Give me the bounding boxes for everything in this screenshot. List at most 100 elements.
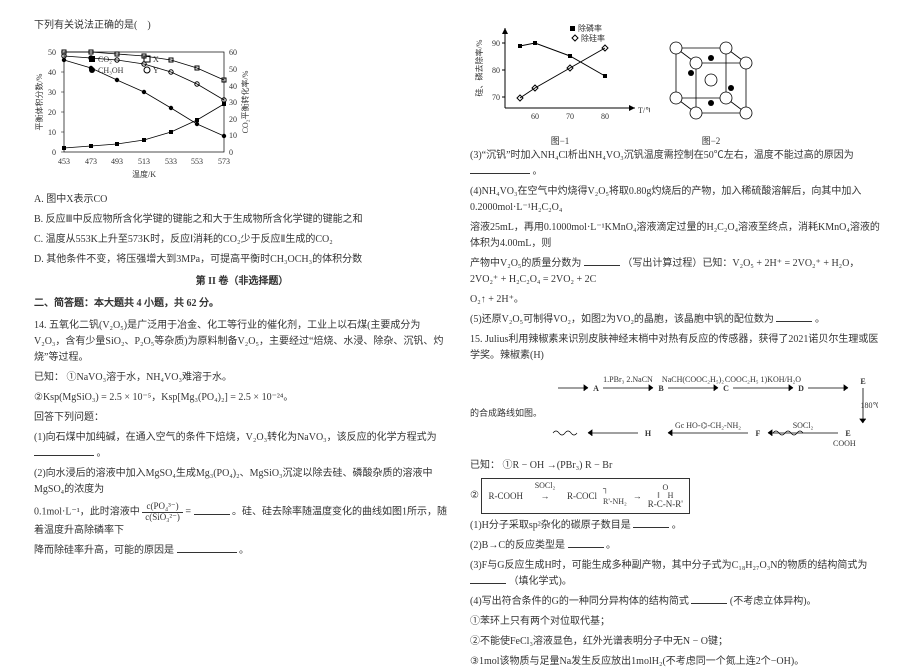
svg-text:COOH: COOH (833, 439, 856, 448)
q15-intro: 15. Julius利用辣椒素来识别皮肤神经末梢中对热有反应的传感器，获得了20… (470, 332, 886, 364)
frac-den: c(SiO₃²⁻) (142, 513, 183, 523)
known-label: 已知： (470, 460, 500, 471)
svg-text:除硅率: 除硅率 (581, 33, 605, 43)
x-axis-label: 温度/K (132, 169, 156, 179)
svg-text:80: 80 (601, 112, 609, 121)
cond1: ①苯环上只有两个对位取代基； (470, 614, 886, 630)
q14-1: (1)向石煤中加纯碱，在通入空气的条件下焙烧，V₂O₃转化为NaVO₃，该反应的… (34, 432, 437, 443)
svg-text:F: F (756, 429, 761, 438)
q3: (3)“沉钒”时加入NH₄Cl析出NH₄VO₃沉钒温度需控制在50℃左右，温度不… (470, 150, 854, 161)
chart-svg: 0 10 20 30 40 50 01020 30405060 453 473 … (34, 42, 254, 182)
blank-field[interactable] (194, 505, 230, 515)
crystal-svg (656, 18, 766, 128)
blank-field[interactable] (177, 543, 237, 553)
blank-field[interactable] (34, 446, 94, 456)
rq3b: (3)F与G反应生成H时，可能生成多种副产物，其中分子式为C₁₈H₂₇O₃N的物… (470, 560, 867, 571)
svg-text:NaCH(COOC₂H₅)₂: NaCH(COOC₂H₅)₂ (662, 375, 724, 384)
right-column: 90 80 70 60 70 80 T/℃ 硅、磷去除率/% 除磷率 除硅率 (460, 18, 896, 633)
svg-text:SOCl₂: SOCl₂ (793, 421, 814, 430)
q14-2b: 0.1mol·L⁻¹，此时溶液中 (34, 507, 140, 518)
svg-text:1.PBr₃ 2.NaCN: 1.PBr₃ 2.NaCN (603, 375, 653, 384)
svg-text:10: 10 (229, 131, 237, 140)
svg-text:C: C (723, 384, 729, 393)
blank-field[interactable] (470, 164, 530, 174)
rq2: (2)B→C的反应类型是 (470, 540, 565, 551)
period: 。 (97, 448, 107, 459)
rq3b-note: （填化学式)。 (509, 576, 572, 587)
svg-text:D: D (798, 384, 804, 393)
svg-text:H: H (645, 429, 652, 438)
svg-text:180℃: 180℃ (861, 401, 878, 410)
svg-text:CH₃OH: CH₃OH (98, 66, 124, 75)
y-right-label: CO₂平衡转化率/% (240, 70, 250, 133)
period: 。 (239, 545, 249, 556)
svg-text:B: B (658, 384, 664, 393)
q4a: (4)NH₄VO₃在空气中灼烧得V₂O₅将取0.80g灼烧后的产物，加入稀硫酸溶… (470, 184, 886, 216)
svg-text:453: 453 (58, 157, 70, 166)
section2-title: 二、简答题：本大题共 4 小题，共 62 分。 (34, 296, 450, 312)
answer-label: 回答下列问题： (34, 410, 450, 426)
scheme-caption: 的合成路线如图。 (470, 406, 542, 420)
svg-text:除磷率: 除磷率 (578, 23, 602, 33)
blank-field[interactable] (470, 574, 506, 584)
chart-row: 90 80 70 60 70 80 T/℃ 硅、磷去除率/% 除磷率 除硅率 (470, 18, 886, 148)
q4e: O₂↑ + 2H⁺。 (470, 292, 886, 308)
svg-text:硅、磷去除率/%: 硅、磷去除率/% (474, 39, 484, 96)
rb-left: R-COOH (488, 489, 523, 503)
svg-text:473: 473 (85, 157, 97, 166)
blank-field[interactable] (776, 312, 812, 322)
svg-text:553: 553 (191, 157, 203, 166)
equilibrium-chart: 0 10 20 30 40 50 01020 30405060 453 473 … (34, 42, 254, 188)
blank-field[interactable] (584, 256, 620, 266)
svg-text:30: 30 (48, 88, 56, 97)
svg-text:0: 0 (229, 148, 233, 157)
known1r: ①R − OH →(PBr₃) R − Br (503, 460, 613, 471)
svg-text:10: 10 (48, 128, 56, 137)
svg-text:A: A (593, 384, 599, 393)
fraction: c(PO₄³⁻) c(SiO₃²⁻) (142, 502, 183, 523)
svg-text:40: 40 (48, 68, 56, 77)
svg-text:50: 50 (48, 48, 56, 57)
blank-field[interactable] (568, 538, 604, 548)
synthesis-scheme: 的合成路线如图。 A B C D E E F H (470, 368, 886, 458)
chart2-caption: 图−2 (656, 134, 766, 148)
chart1-caption: 图−1 (470, 134, 650, 148)
svg-text:80: 80 (492, 66, 500, 75)
reaction-box: R-COOH SOCl₂ → R-COCl ┐ R'-NH₂ → O ‖ H R… (481, 478, 689, 514)
crystal-diagram: 图−2 (656, 18, 766, 148)
svg-text:0: 0 (52, 148, 56, 157)
q4b: 溶液25mL，再用0.1000mol·L⁻¹KMnO₄溶液滴定过量的H₂C₂O₄… (470, 220, 886, 252)
blank-field[interactable] (633, 518, 669, 528)
svg-text:533: 533 (165, 157, 177, 166)
svg-text:20: 20 (48, 108, 56, 117)
svg-text:40: 40 (229, 82, 237, 91)
svg-text:513: 513 (138, 157, 150, 166)
period: 。 (606, 540, 616, 551)
known-label: 已知： (34, 372, 64, 383)
known2: ②Ksp(MgSiO₃) = 2.5 × 10⁻⁵，Ksp[Mg₃(PO₄)₂]… (34, 390, 450, 406)
svg-text:T/℃: T/℃ (638, 106, 650, 115)
option-a: A. 图中X表示CO (34, 192, 450, 208)
scheme-svg: A B C D E E F H 1.PBr₃ 2.NaCN NaCH(COOC₂… (548, 368, 878, 458)
svg-text:50: 50 (229, 65, 237, 74)
period: 。 (533, 166, 543, 177)
rb-r1: SOCl₂ (529, 480, 561, 493)
rb-right: R-C-N-R' (648, 500, 683, 509)
svg-text:30: 30 (229, 98, 237, 107)
cond3: ③1mol该物质与足量Na发生反应放出1molH₂(不考虑同一个氮上连2个−OH… (470, 654, 886, 670)
blank-field[interactable] (691, 594, 727, 604)
svg-text:70: 70 (566, 112, 574, 121)
rb-mid: R-COCl (567, 489, 597, 503)
svg-text:573: 573 (218, 157, 230, 166)
q14-2c: = (185, 507, 193, 518)
svg-text:E: E (860, 377, 865, 386)
rq4: (4)写出符合条件的G的一种同分异构体的结构简式 (470, 596, 689, 607)
q14-2a: (2)向水浸后的溶液中加入MgSO₄生成Mg₃(PO₄)₂、MgSiO₃沉淀以除… (34, 466, 450, 498)
chart1-svg: 90 80 70 60 70 80 T/℃ 硅、磷去除率/% 除磷率 除硅率 (470, 18, 650, 128)
period: 。 (815, 314, 825, 325)
y-left-label: 平衡体积分数/% (34, 73, 44, 130)
cond2: ②不能使FeCl₃溶液显色，红外光谱表明分子中无N − O键； (470, 634, 886, 650)
svg-text:60: 60 (229, 48, 237, 57)
known2r: ② R-COOH SOCl₂ → R-COCl ┐ R'-NH₂ → O ‖ H… (470, 478, 886, 514)
left-column: 下列有关说法正确的是( ) 0 10 20 30 40 50 01020 304… (24, 18, 460, 633)
